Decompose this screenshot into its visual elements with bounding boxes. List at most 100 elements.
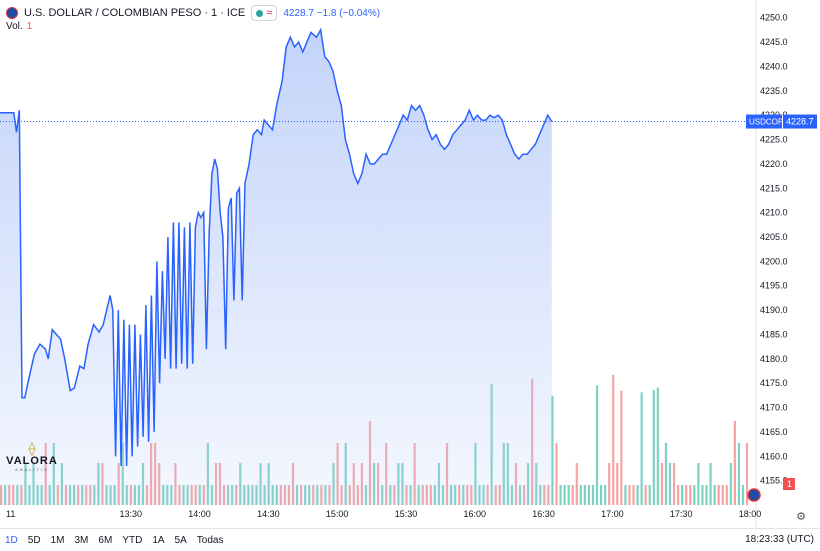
volume-bar <box>628 485 631 505</box>
volume-bar <box>660 463 664 505</box>
flag-icon <box>6 7 18 19</box>
chart-legend: U.S. DOLLAR / COLOMBIAN PESO · 1 · ICE ≈… <box>6 5 380 21</box>
symbol-tag: USDCOP <box>749 118 783 127</box>
timeframe-bar: 1D 5D 1M 3M 6M YTD 1A 5A Todas 18:23:33 (UTC) <box>0 528 820 551</box>
price-chart[interactable]: 4155.0 4160.0 4165.0 4170.0 4175.0 4180.0 4185… <box>0 0 820 528</box>
price-line <box>0 27 553 467</box>
timeframe-todas[interactable]: Todas <box>196 534 224 546</box>
volume-bar <box>551 395 554 505</box>
x-tick-label: 16:00 <box>464 509 487 519</box>
price-tag: 4228.7 <box>786 117 814 127</box>
timeframe-6m[interactable]: 6M <box>98 534 113 546</box>
y-tick-label: 4210.0 <box>760 208 788 218</box>
volume-bar <box>555 443 558 505</box>
volume-value: 1 <box>26 21 33 32</box>
volume-bar <box>608 463 611 505</box>
y-tick-label: 4160.0 <box>760 451 788 461</box>
volume-bar <box>587 485 591 505</box>
y-tick-label: 4165.0 <box>760 427 788 437</box>
x-tick-label: 17:00 <box>601 509 624 519</box>
price-tag-bg <box>783 114 817 129</box>
volume-bar <box>591 485 595 505</box>
y-tick-label: 4170.0 <box>760 403 788 413</box>
market-open-icon <box>256 9 264 17</box>
y-tick-label: 4220.0 <box>760 159 788 169</box>
volume-bar <box>575 463 578 505</box>
y-tick-label: 4240.0 <box>760 61 788 71</box>
y-tick-label: 4205.0 <box>760 232 788 242</box>
y-tick-label: 4245.0 <box>760 37 788 47</box>
logo-text: VALORA <box>6 455 58 467</box>
volume-bar <box>600 485 603 505</box>
price-change: 4228.7 −1.8 (−0.04%) <box>283 7 381 19</box>
volume-bar <box>668 463 672 505</box>
volume-bar <box>656 387 659 505</box>
timeframe-1d[interactable]: 1D <box>5 534 18 546</box>
us-flag-icon <box>747 488 761 502</box>
x-tick-label: 15:00 <box>326 509 349 519</box>
y-tick-label: 4235.0 <box>760 86 788 96</box>
volume-bar <box>604 485 607 505</box>
volume-bar <box>717 485 720 505</box>
volume-bar <box>693 485 696 505</box>
y-tick-label: 4180.0 <box>760 354 788 364</box>
symbol-tag-bg <box>746 114 782 129</box>
market-status-pill[interactable]: ≈ <box>251 5 278 21</box>
timeframe-5a[interactable]: 5A <box>174 534 187 546</box>
volume-bar <box>620 390 623 505</box>
wave-icon: ≈ <box>266 7 273 19</box>
volume-tag-bg <box>783 478 795 490</box>
volume-bar <box>745 443 749 505</box>
volume-bar <box>741 485 745 505</box>
volume-bar <box>579 485 582 505</box>
y-tick-label: 4185.0 <box>760 329 788 339</box>
x-tick-label: 18:00 <box>739 509 762 519</box>
volume-bar <box>697 463 700 505</box>
timeframe-3m[interactable]: 3M <box>74 534 89 546</box>
symbol-title: U.S. DOLLAR / COLOMBIAN PESO · 1 · ICE <box>24 7 246 19</box>
volume-bar <box>640 392 643 505</box>
volume-bar <box>733 421 736 505</box>
x-tick-label: 14:00 <box>188 509 211 519</box>
volume-bar <box>681 485 684 505</box>
volume-bar <box>559 485 562 505</box>
timeframe-1m[interactable]: 1M <box>50 534 65 546</box>
volume-bar <box>737 443 741 505</box>
y-tick-label: 4200.0 <box>760 256 788 266</box>
volume-bar <box>705 485 708 505</box>
x-tick-label: 14:30 <box>257 509 280 519</box>
x-tick-label: 16:30 <box>532 509 555 519</box>
y-tick-label: 4225.0 <box>760 135 788 145</box>
logo-subtext: ANALITIK <box>15 467 49 472</box>
logo-mark-icon: ⟠ <box>28 440 36 456</box>
timeframe-ytd[interactable]: YTD <box>122 534 143 546</box>
volume-bar <box>685 485 688 505</box>
y-tick-label: 4175.0 <box>760 378 788 388</box>
y-tick-label: 4155.0 <box>760 476 788 486</box>
volume-bar <box>616 463 619 505</box>
x-tick-label: 11 <box>6 509 15 519</box>
volume-bar <box>612 374 615 505</box>
volume-bar <box>664 443 668 505</box>
volume-bar <box>652 390 655 505</box>
y-tick-label: 4190.0 <box>760 305 788 315</box>
volume-bar <box>701 485 704 505</box>
volume-tag: 1 <box>787 479 792 489</box>
volume-bar <box>571 485 574 505</box>
volume-bar <box>689 485 692 505</box>
volume-bar <box>648 485 651 505</box>
volume-legend: Vol. 1 <box>6 21 32 32</box>
volume-bar <box>729 463 732 505</box>
volume-bar <box>632 485 635 505</box>
volume-bar <box>725 485 728 505</box>
volume-bar <box>644 485 647 505</box>
timeframe-5d[interactable]: 5D <box>27 534 41 546</box>
volume-bar <box>709 463 712 505</box>
volume-bar <box>636 485 639 505</box>
gear-icon[interactable]: ⚙ <box>796 511 806 523</box>
x-tick-label: 15:30 <box>395 509 418 519</box>
volume-bar <box>567 485 570 505</box>
volume-bar <box>677 485 680 505</box>
valora-logo: ⟠ VALORA ANALITIK <box>6 441 58 472</box>
timeframe-1a[interactable]: 1A <box>152 534 165 546</box>
